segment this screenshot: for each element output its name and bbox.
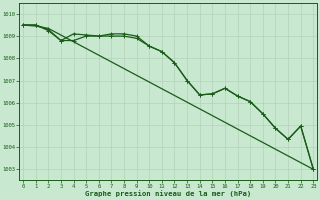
X-axis label: Graphe pression niveau de la mer (hPa): Graphe pression niveau de la mer (hPa) [85,190,251,197]
